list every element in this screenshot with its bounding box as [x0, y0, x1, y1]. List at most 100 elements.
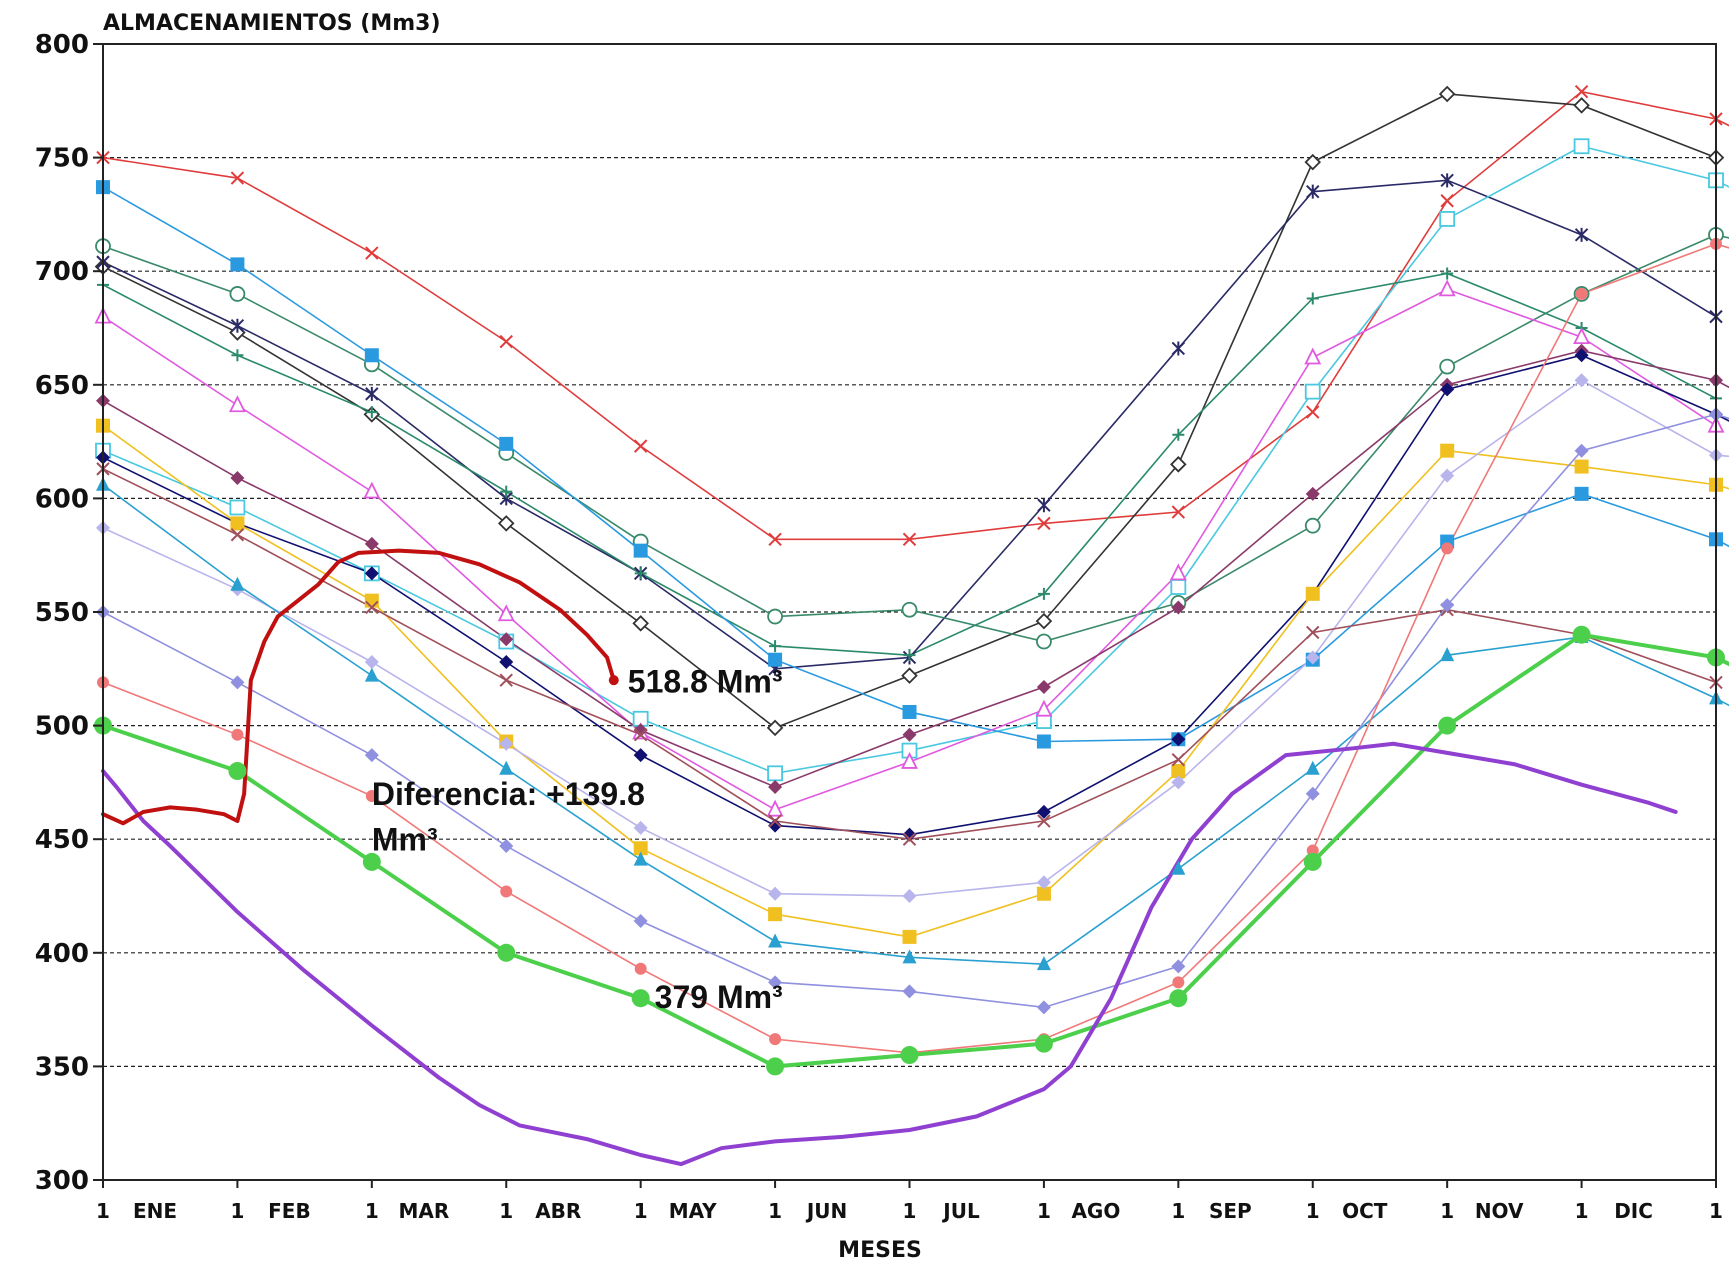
chart-title: ALMACENAMIENTOS (Mm3) — [103, 11, 441, 36]
series-point — [1171, 860, 1186, 875]
series-point — [1306, 405, 1320, 419]
series-point — [1034, 1034, 1053, 1053]
x-tick-month: SEP — [1209, 1199, 1252, 1223]
series-point — [1171, 600, 1186, 615]
x-tick-month: MAR — [398, 1199, 449, 1223]
series-point — [1438, 716, 1457, 735]
series-point — [1170, 579, 1187, 595]
series-point — [230, 318, 245, 333]
x-tick-month: DIC — [1614, 1199, 1653, 1223]
series-point — [902, 832, 917, 846]
series-point — [1574, 348, 1589, 363]
series-line — [102, 354, 1729, 836]
series-point — [365, 386, 379, 401]
series-point — [633, 439, 648, 453]
series-point — [364, 593, 379, 608]
series-point — [1305, 760, 1320, 775]
x-tick-day: 1 — [1037, 1199, 1051, 1223]
series-point — [1575, 287, 1588, 300]
series-point — [900, 1046, 919, 1065]
series-point — [499, 654, 514, 669]
series-point — [633, 543, 648, 558]
x-tick-day: 1 — [1575, 1199, 1589, 1223]
series-point — [1170, 456, 1187, 473]
series-line — [102, 379, 1729, 897]
series-point — [230, 470, 245, 485]
series-line — [102, 186, 1729, 743]
series-point — [364, 536, 379, 551]
series-line — [102, 632, 1729, 1069]
series-point — [497, 943, 516, 962]
series-line — [102, 484, 1729, 965]
x-tick-day: 1 — [365, 1199, 379, 1223]
y-tick-label: 450 — [35, 825, 89, 855]
y-tick-label: 750 — [35, 144, 89, 174]
y-tick-label: 300 — [35, 1166, 89, 1196]
x-tick-month: FEB — [268, 1199, 311, 1223]
series-point — [497, 515, 515, 532]
series-point — [230, 528, 245, 542]
series-point — [1172, 976, 1185, 989]
series-layer — [102, 90, 1729, 1069]
series-line — [102, 425, 1729, 938]
x-tick-month: JUN — [805, 1199, 847, 1223]
series-point — [633, 748, 648, 763]
x-tick-day: 1 — [1306, 1199, 1320, 1223]
series-point — [631, 989, 650, 1008]
series-point — [901, 667, 918, 684]
series-point — [902, 532, 917, 547]
annotation-label: 379 Mm³ — [655, 979, 783, 1015]
series-point — [1171, 752, 1186, 767]
series-point — [766, 799, 784, 817]
series-point — [362, 852, 381, 871]
series-point — [902, 889, 917, 903]
x-tick-day: 1 — [1171, 1199, 1185, 1223]
series-point — [633, 723, 648, 738]
series-point — [633, 841, 648, 856]
series-point — [1036, 804, 1051, 819]
annotation-label: 518.8 Mm³ — [628, 663, 783, 699]
y-tick-label: 800 — [35, 30, 89, 60]
x-tick-day: 1 — [1709, 1199, 1723, 1223]
series-point — [229, 286, 246, 302]
series-point — [901, 751, 918, 769]
series-point — [1036, 633, 1052, 650]
x-axis-ticks: 1 ENE 1 FEB 1 MAR 1 ABR 1 MAY 1 JUN 1 JUL 1 AGO 1 SEP 1 OCT… — [96, 1180, 1723, 1223]
x-tick-day: 1 — [768, 1199, 782, 1223]
x-tick-day: 1 — [634, 1199, 648, 1223]
series-point — [231, 349, 244, 362]
series-point — [766, 1057, 785, 1076]
series-point — [364, 566, 379, 581]
series-point — [902, 827, 917, 842]
purple-curve — [101, 741, 1678, 1167]
x-tick-month: OCT — [1342, 1199, 1388, 1223]
series-point — [1574, 373, 1589, 388]
series-point — [768, 818, 783, 833]
x-tick-day: 1 — [96, 1199, 110, 1223]
series-point — [1439, 358, 1456, 375]
series-point — [768, 779, 783, 794]
y-tick-label: 350 — [35, 1052, 89, 1082]
series-point — [1441, 542, 1454, 555]
series-line — [102, 243, 1729, 1054]
y-tick-label: 650 — [35, 371, 89, 401]
series-point — [230, 171, 245, 185]
series-point — [901, 601, 918, 618]
series-point — [499, 436, 514, 451]
series-point — [1574, 443, 1589, 458]
series-line — [102, 90, 1729, 541]
series-point — [768, 532, 782, 547]
series-point — [364, 654, 379, 669]
series-point — [365, 406, 378, 419]
series-point — [903, 649, 916, 662]
series-line — [102, 145, 1729, 775]
series-point — [1572, 625, 1591, 644]
series-point — [768, 907, 783, 922]
series-point — [1574, 486, 1589, 501]
x-tick-month: ABR — [535, 1199, 581, 1223]
series-point — [1171, 775, 1186, 790]
series-point — [364, 348, 379, 363]
series-point — [1304, 383, 1321, 400]
series-point — [500, 885, 513, 898]
